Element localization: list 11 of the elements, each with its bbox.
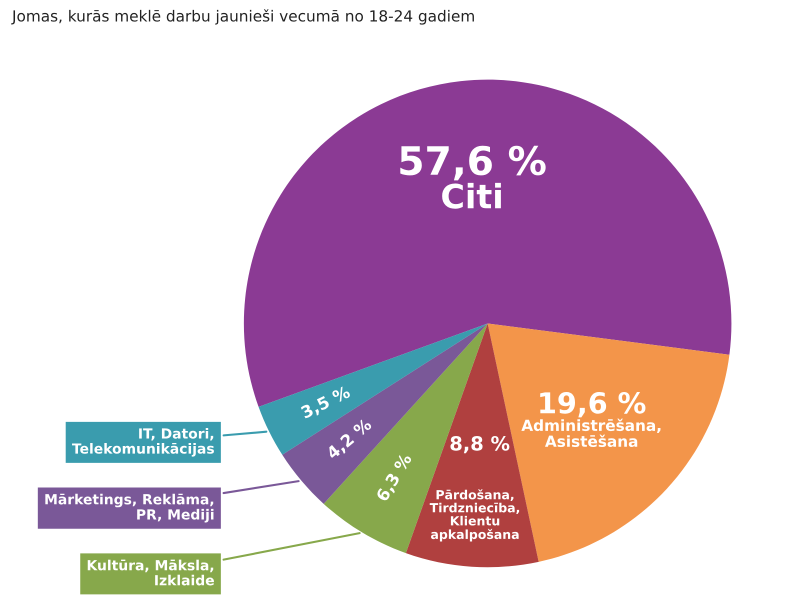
slice-label: Mārketings, Reklāma, PR, Mediji: [45, 494, 214, 522]
chart-title: Jomas, kurās meklē darbu jaunieši vecumā no 18-24 gadiem: [11, 9, 474, 25]
slice-label: Citi: [442, 182, 501, 209]
slice-label: Pārdošana, Tirdzniecība, Klientu apkalpošana: [430, 489, 520, 542]
data-label: 57,6 %: [400, 146, 546, 180]
slice-label: Administrēšana, Asistēšana: [521, 418, 660, 448]
data-label: 6,3 %: [375, 452, 414, 504]
data-label: 19,6 %: [540, 392, 646, 418]
data-label: 8,8 %: [450, 436, 510, 454]
slice-label: IT, Datori, Telekomunikācijas: [72, 428, 214, 457]
slice-label: Kultūra, Māksla, Izklaide: [88, 560, 214, 586]
